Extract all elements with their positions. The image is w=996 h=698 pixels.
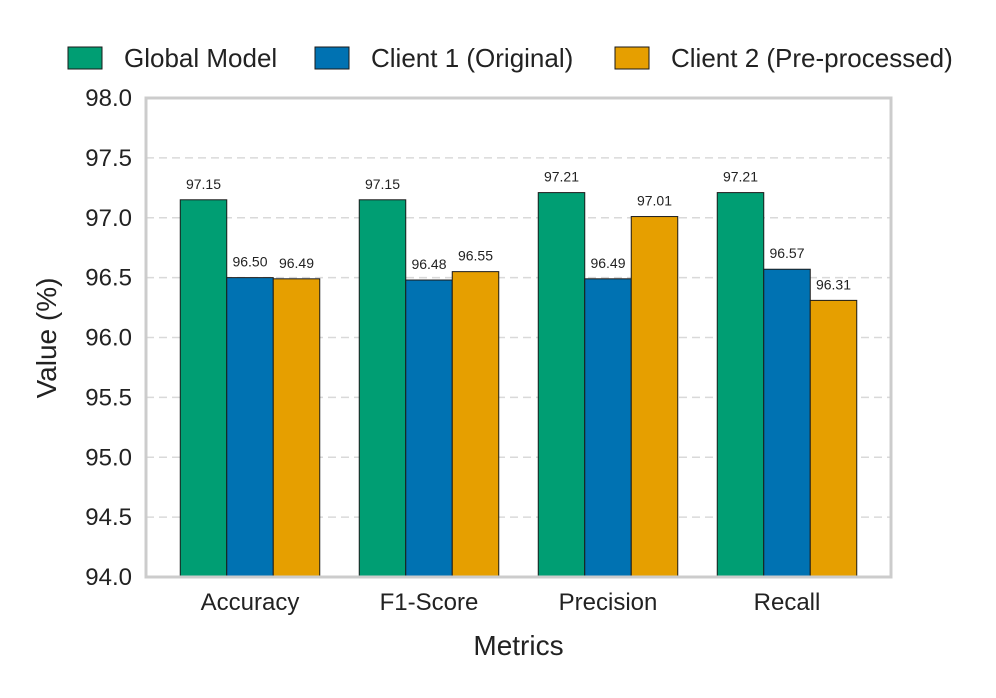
data-label: 96.49: [590, 255, 625, 271]
y-tick-label: 94.0: [85, 564, 132, 591]
bar-accuracy-series-1: [179, 199, 228, 578]
x-tick-label: F1-Score: [380, 589, 479, 616]
legend: Global Model Client 1 (Original) Client 2 …: [67, 43, 953, 73]
y-tick-label: 96.5: [85, 265, 132, 292]
data-label: 96.50: [232, 254, 267, 270]
bar-f1-score-series-3: [451, 271, 500, 578]
data-label: 97.01: [637, 193, 672, 209]
x-tick-label: Accuracy: [201, 589, 300, 616]
y-tick-label: 97.5: [85, 145, 132, 172]
x-axis-ticks: Accuracy F1-Score Precision Recall: [201, 589, 821, 616]
bar-precision-series-2: [584, 278, 632, 578]
bar-f1-score-series-1: [358, 199, 407, 578]
legend-swatch: [314, 46, 350, 70]
y-axis-title: Value (%): [31, 278, 62, 399]
bar-accuracy-series-2: [226, 277, 274, 578]
legend-swatch: [614, 46, 650, 70]
bar-recall-series-2: [763, 268, 811, 578]
bars: [179, 192, 858, 578]
legend-label: Global Model: [124, 43, 277, 73]
y-tick-label: 97.0: [85, 205, 132, 232]
y-tick-label: 94.5: [85, 504, 132, 531]
data-label: 97.15: [365, 176, 400, 192]
bar-recall-series-1: [716, 192, 765, 578]
bar-accuracy-series-3: [272, 278, 321, 578]
y-tick-label: 96.0: [85, 325, 132, 352]
data-label: 97.21: [544, 169, 579, 185]
data-label: 97.21: [723, 169, 758, 185]
bar-precision-series-1: [537, 192, 586, 578]
data-label: 96.49: [279, 255, 314, 271]
data-labels: 97.15 96.50 96.49 97.15 96.48 96.55 97.21 96.49…: [186, 169, 851, 293]
legend-label: Client 1 (Original): [371, 43, 573, 73]
y-axis-ticks: 94.0 94.5 95.0 95.5 96.0 96.5 97.0 97.5 98.0: [85, 85, 132, 591]
y-tick-label: 95.5: [85, 384, 132, 411]
data-label: 96.55: [458, 248, 493, 264]
x-axis-title: Metrics: [473, 630, 563, 661]
x-tick-label: Recall: [754, 589, 821, 616]
x-tick-label: Precision: [559, 589, 658, 616]
data-label: 97.15: [186, 176, 221, 192]
data-label: 96.48: [411, 256, 446, 272]
data-label: 96.57: [769, 245, 804, 261]
y-tick-label: 98.0: [85, 85, 132, 112]
bar-f1-score-series-2: [405, 279, 453, 578]
plot-frame: [144, 96, 893, 579]
bar-recall-series-3: [809, 299, 858, 578]
data-label: 96.31: [816, 276, 851, 292]
bar-precision-series-3: [630, 216, 679, 578]
y-tick-label: 95.0: [85, 444, 132, 471]
legend-swatch: [67, 46, 103, 70]
legend-label: Client 2 (Pre-processed): [671, 43, 953, 73]
